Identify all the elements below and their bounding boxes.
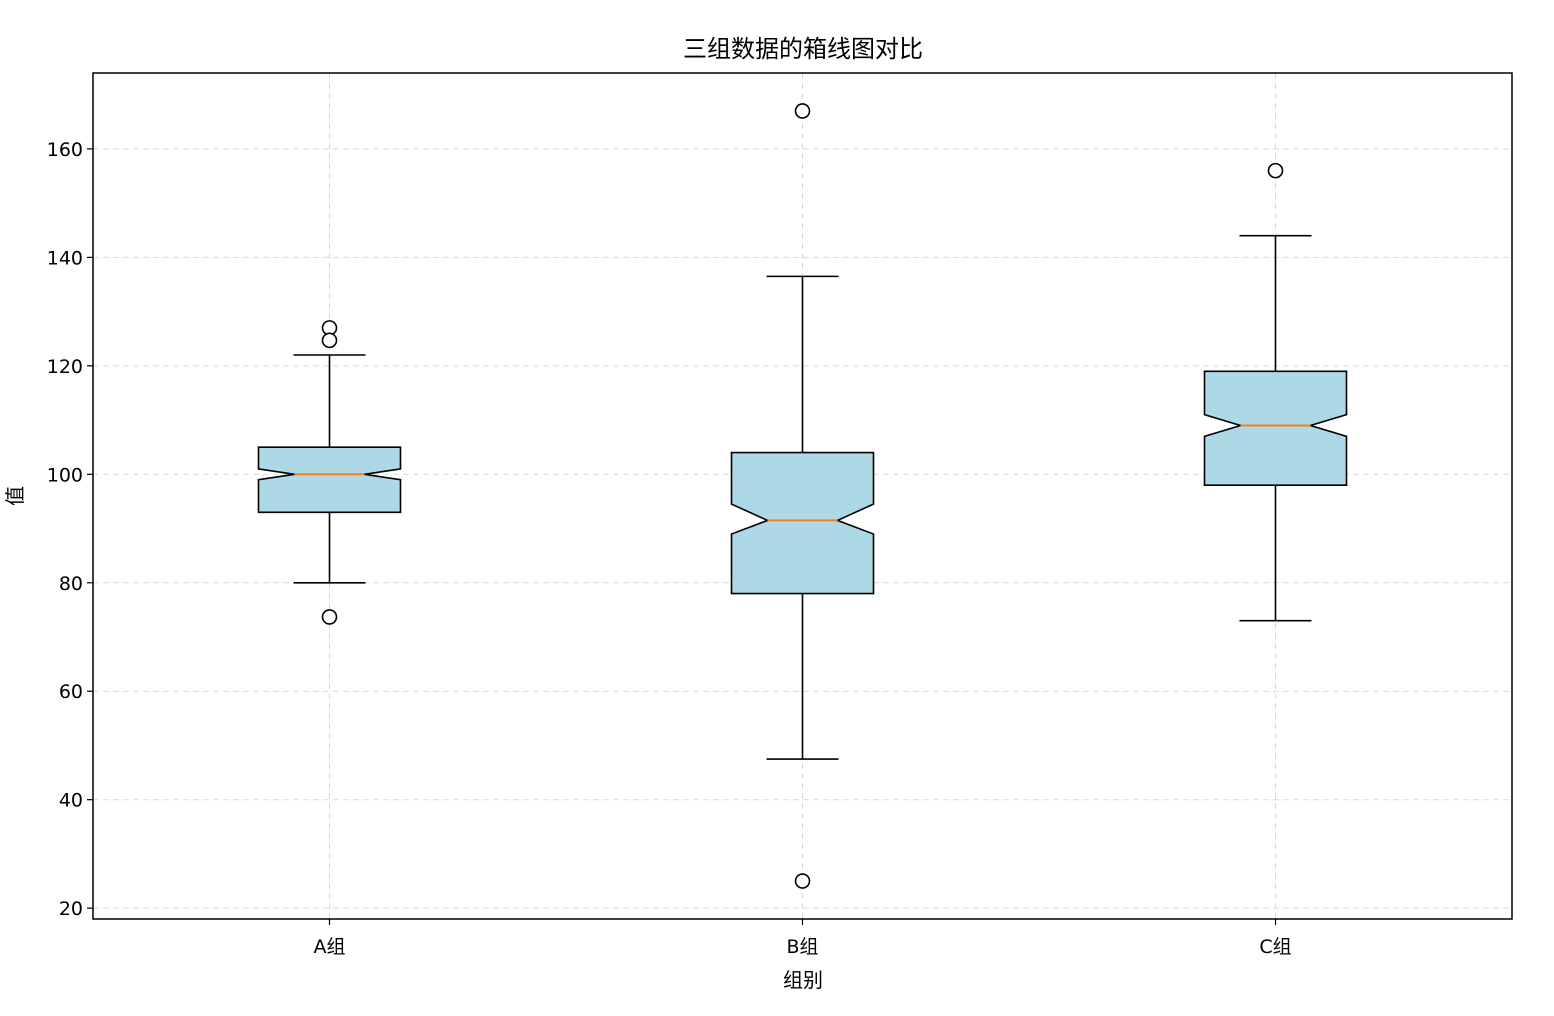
axis-ticks: 20 40 60 80 100 120 140 160 A组 B组 C组 <box>47 139 1292 958</box>
y-axis-label: 值 <box>3 486 27 506</box>
outlier-point <box>794 873 811 889</box>
notched-box <box>1203 370 1348 487</box>
outlier-point <box>1267 162 1284 179</box>
outlier-point <box>794 103 811 119</box>
notched-box <box>730 451 875 595</box>
y-tick-label: 100 <box>47 464 83 486</box>
box-1 <box>257 320 402 625</box>
y-tick-label: 140 <box>47 247 83 269</box>
box-series <box>257 103 1348 889</box>
x-tick-label: A组 <box>314 936 346 958</box>
y-tick-label: 20 <box>59 898 83 920</box>
chart-title: 三组数据的箱线图对比 <box>683 35 923 63</box>
y-tick-label: 80 <box>59 573 83 595</box>
x-tick-label: B组 <box>786 936 818 958</box>
outlier-point <box>321 332 338 349</box>
x-tick-label: C组 <box>1259 936 1291 958</box>
notched-box <box>257 446 402 514</box>
x-axis-label: 组别 <box>783 968 823 992</box>
box-3 <box>1203 162 1348 622</box>
y-tick-label: 40 <box>59 790 83 812</box>
y-tick-label: 160 <box>47 139 83 161</box>
box-2 <box>730 103 875 889</box>
y-tick-label: 120 <box>47 356 83 378</box>
y-tick-label: 60 <box>59 681 83 703</box>
outlier-point <box>321 609 338 625</box>
